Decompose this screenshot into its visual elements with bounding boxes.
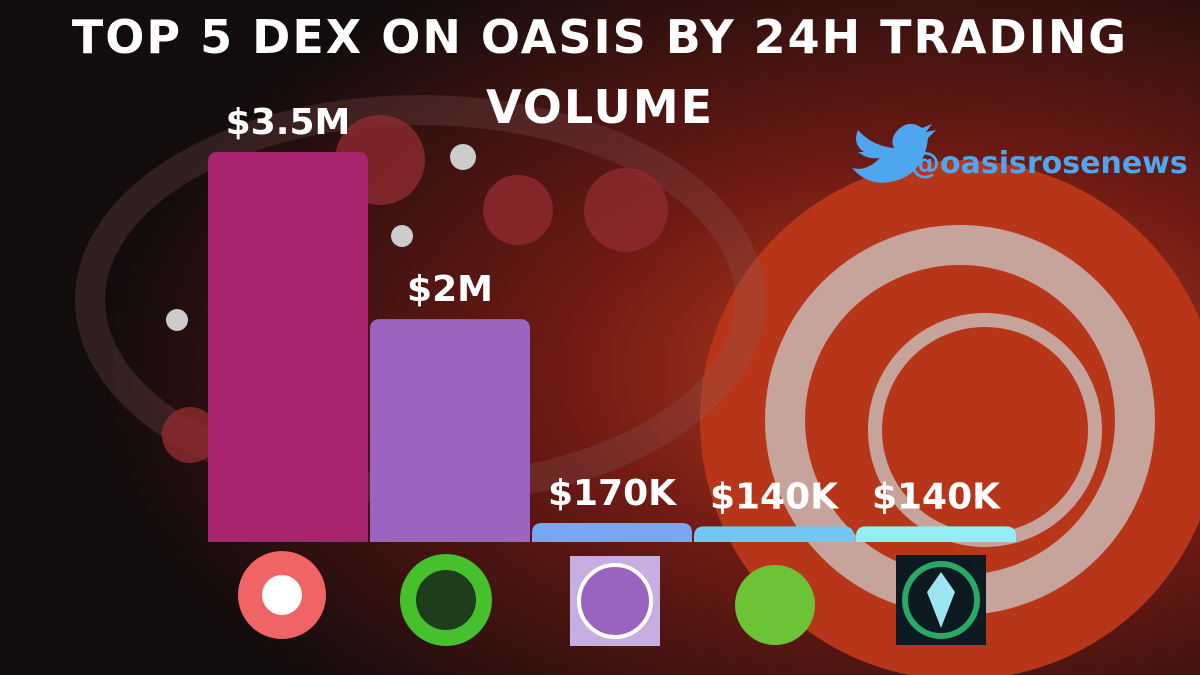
handle: @oasisrosenews [910,146,1188,181]
value-label: $3.5M [226,102,351,143]
twitter-icon [852,123,936,183]
token [483,175,553,245]
bar [370,319,530,542]
dot [450,144,476,170]
chart-title: TOP 5 DEX ON OASIS BY 24H TRADING VOLUME [71,10,1129,134]
dex-icon-detail [927,572,955,628]
dot [166,309,188,331]
dex-icon-detail [577,563,653,639]
dex-icon-detail [416,570,476,630]
value-label: $2M [407,269,493,310]
bar [856,526,1016,542]
value-label: $140K [710,476,839,517]
value-label: $170K [548,473,677,514]
token [162,407,218,463]
bar [694,526,854,542]
value-label: $140K [872,476,1001,517]
dot [391,225,413,247]
bar [208,152,368,542]
dex-icon [735,565,815,645]
bar [532,523,692,542]
dex-icon-detail [902,561,980,639]
dex-icon-detail [262,575,302,615]
token [584,168,668,252]
